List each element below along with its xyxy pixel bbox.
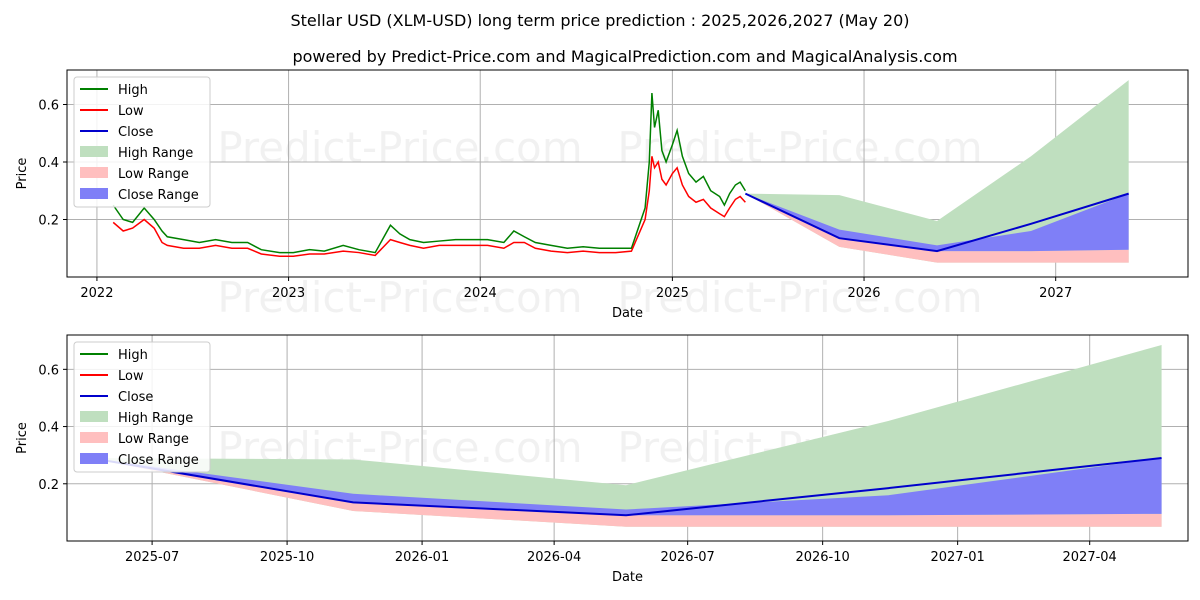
plot-frame <box>66 334 1189 542</box>
x-tick-label: 2025-10 <box>260 550 314 565</box>
x-tick-label: 2024 <box>464 286 497 301</box>
high-series-line <box>112 92 747 254</box>
y-tick-label: 0.6 <box>38 363 59 378</box>
x-tick-label: 2026-04 <box>527 550 581 565</box>
y-tick-label: 0.2 <box>38 478 59 493</box>
legend-label: High Range <box>118 411 193 426</box>
y-axis-label: Price <box>15 158 30 190</box>
legend-swatch-patch <box>80 432 108 443</box>
x-tick-label: 2026-07 <box>660 550 714 565</box>
legend-label: Close <box>118 125 153 140</box>
legend-label: Low Range <box>118 167 189 182</box>
legend-swatch-patch <box>80 411 108 422</box>
x-axis-label: Date <box>612 306 643 321</box>
plot-frame <box>66 69 1189 278</box>
y-axis-label: Price <box>15 422 30 454</box>
x-tick-label: 2027-01 <box>930 550 984 565</box>
legend-label: Low <box>118 104 144 119</box>
x-axis-label: Date <box>612 570 643 585</box>
x-tick-label: 2026-01 <box>395 550 449 565</box>
watermark-text: Predict-Price.com <box>617 123 982 172</box>
legend: High Low Close High Range Low Range Close Ran… <box>73 76 211 208</box>
close-range-area <box>745 193 1129 252</box>
top-chart-panel: Predict-Price.com Predict-Price.com Predic… <box>15 69 1189 322</box>
legend-swatch-patch <box>80 453 108 464</box>
x-tick-label: 2027-04 <box>1063 550 1117 565</box>
legend-label: Low <box>118 369 144 384</box>
watermark-text: Predict-Price.com <box>217 123 582 172</box>
y-tick-label: 0.6 <box>38 99 59 114</box>
x-tick-label: 2027 <box>1039 286 1072 301</box>
chart-title: Stellar USD (XLM-USD) long term price pr… <box>291 11 910 30</box>
low-range-area <box>90 458 1162 527</box>
y-tick-label: 0.4 <box>38 421 59 436</box>
x-tick-label: 2022 <box>80 286 113 301</box>
x-tick-label: 2023 <box>272 286 305 301</box>
low-range-area <box>745 193 1129 263</box>
legend-label: Close Range <box>118 188 199 203</box>
close-series-line <box>744 192 1129 253</box>
chart-subtitle: powered by Predict-Price.com and Magical… <box>292 47 957 66</box>
x-tick-label: 2025-07 <box>125 550 179 565</box>
legend-label: Low Range <box>118 432 189 447</box>
legend: High Low Close High Range Low Range Close Ran… <box>73 341 211 473</box>
legend-label: High <box>118 348 148 363</box>
high-range-area <box>745 80 1129 263</box>
y-tick-label: 0.4 <box>38 156 59 171</box>
watermark-text: Predict-Price.com <box>617 273 982 322</box>
legend-swatch-patch <box>80 167 108 178</box>
close-range-area <box>90 458 1162 516</box>
legend-label: High Range <box>118 146 193 161</box>
high-range-area <box>90 345 1162 527</box>
watermark-text: Predict-Price.com <box>217 273 582 322</box>
close-series-line <box>90 457 1162 517</box>
legend-swatch-patch <box>80 188 108 199</box>
bottom-chart-panel: Predict-Price.comPredict-Price.com2025-0… <box>15 334 1189 585</box>
y-tick-label: 0.2 <box>38 214 59 229</box>
low-series-line <box>112 156 746 258</box>
x-tick-label: 2026 <box>847 286 880 301</box>
legend-swatch-patch <box>80 146 108 157</box>
legend-label: High <box>118 83 148 98</box>
x-tick-label: 2025 <box>656 286 689 301</box>
legend-label: Close Range <box>118 453 199 468</box>
x-tick-label: 2026-10 <box>795 550 849 565</box>
legend-label: Close <box>118 390 153 405</box>
